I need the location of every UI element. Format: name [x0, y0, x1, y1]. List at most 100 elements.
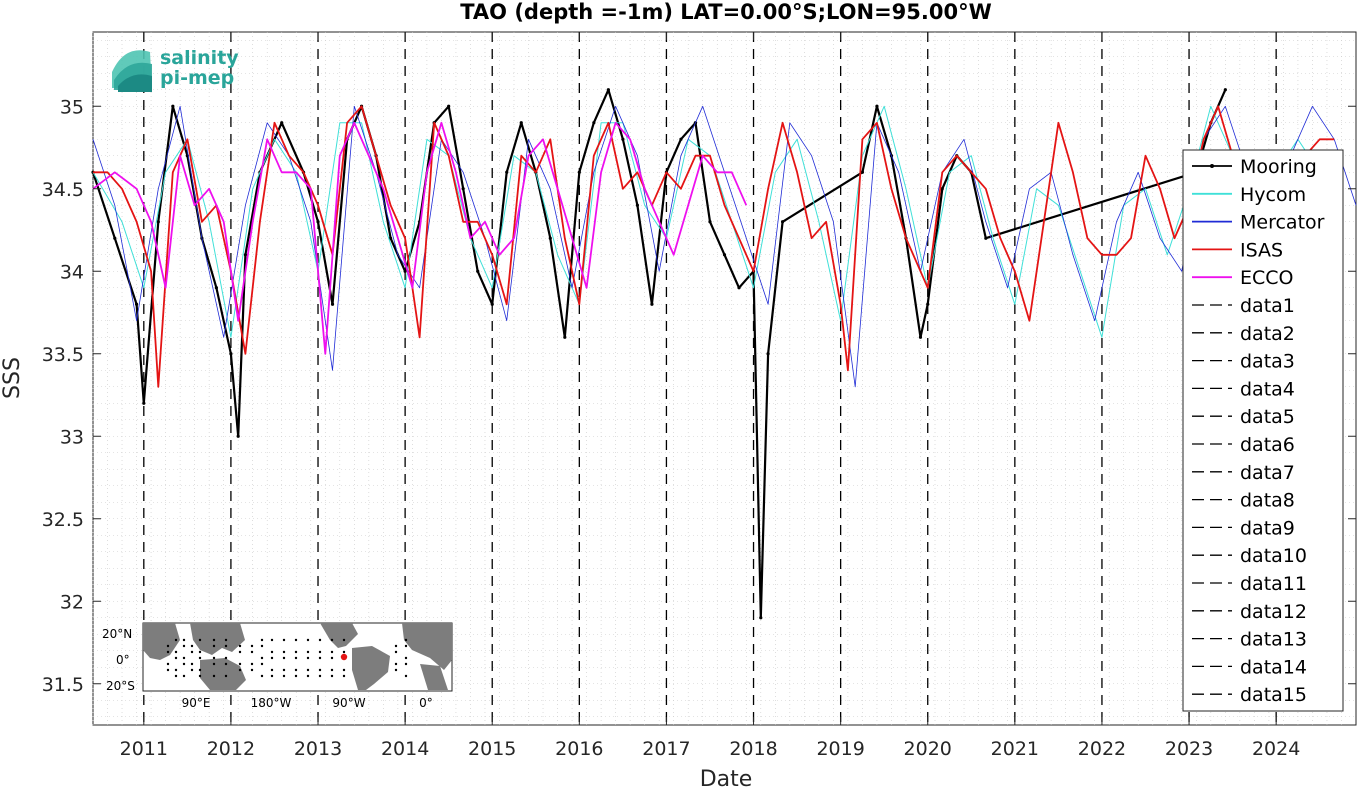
map-buoy-dot [182, 656, 186, 660]
map-buoy-dot [294, 638, 298, 642]
y-tick-label: 34.5 [42, 179, 84, 201]
series-point-mooring [490, 302, 494, 306]
legend-item: data4 [1192, 378, 1295, 400]
x-tick-label: 2020 [904, 738, 952, 760]
map-buoy-dot [190, 662, 194, 666]
legend-swatch-marker [1210, 164, 1214, 168]
series-point-mooring [171, 104, 175, 108]
series-point-mooring [389, 236, 393, 240]
series-point-mooring [860, 170, 865, 174]
legend-item: data2 [1192, 323, 1295, 345]
map-buoy-dot [190, 650, 194, 654]
x-tick-label: 2019 [816, 738, 864, 760]
map-buoy-dot [190, 644, 194, 648]
map-buoy-dot [250, 650, 254, 654]
x-tick-label: 2017 [642, 738, 690, 760]
legend-item: data9 [1192, 517, 1295, 539]
y-tick-label: 31.5 [42, 674, 84, 696]
map-buoy-dot [174, 656, 178, 660]
legend-label: data1 [1240, 295, 1295, 317]
map-buoy-dot [330, 638, 334, 642]
y-axis-label: SSS [0, 357, 25, 399]
map-lon-label-180w: 180°W [251, 696, 292, 710]
map-buoy-dot [250, 668, 254, 672]
map-buoy-dot [282, 656, 286, 660]
legend-label: data14 [1240, 656, 1307, 678]
series-point-mooring [330, 302, 335, 306]
x-tick-label: 2022 [1078, 738, 1126, 760]
legend-item: data5 [1192, 406, 1295, 428]
series-point-mooring [476, 269, 480, 273]
series-point-mooring [142, 401, 146, 405]
legend-item: data15 [1192, 684, 1307, 706]
map-buoy-dot [282, 638, 286, 642]
map-buoy-dot [318, 650, 322, 654]
map-buoy-dot [306, 638, 310, 642]
legend-label: data6 [1240, 434, 1295, 456]
plot-area [92, 31, 1357, 726]
legend-item: data1 [1192, 295, 1295, 317]
map-selected-buoy [340, 653, 348, 661]
map-buoy-dot [342, 674, 346, 678]
map-buoy-dot [224, 674, 228, 678]
series-point-mooring [679, 137, 683, 141]
y-tick-label: 32 [60, 591, 84, 613]
map-buoy-dot [330, 674, 334, 678]
logo-text-pimep: pi-mep [160, 67, 234, 89]
legend-label: ISAS [1240, 239, 1283, 261]
map-buoy-dot [238, 662, 242, 666]
map-buoy-dot [306, 668, 310, 672]
series-point-mooring [592, 121, 596, 125]
map-buoy-dot [260, 638, 264, 642]
map-buoy-dot [212, 674, 216, 678]
map-buoy-dot [238, 650, 242, 654]
map-buoy-dots [166, 638, 408, 678]
legend-item: Hycom [1192, 184, 1306, 206]
map-buoy-dot [198, 638, 202, 642]
y-tick-label: 35 [60, 96, 84, 118]
inset-map: 20°N 0° 20°S 90°E 180°W 90°W 0° [102, 622, 453, 710]
y-tick-label: 32.5 [42, 509, 84, 531]
legend-item: data7 [1192, 462, 1295, 484]
legend-item: data14 [1192, 656, 1307, 678]
map-buoy-dot [330, 668, 334, 672]
x-tick-label: 2011 [120, 738, 168, 760]
map-buoy-dot [238, 668, 242, 672]
legend-item: data11 [1192, 573, 1307, 595]
series-point-mooring [236, 434, 240, 438]
series-point-mooring [113, 236, 117, 240]
map-buoy-dot [260, 674, 264, 678]
legend-item: data13 [1192, 629, 1307, 651]
series-point-mooring [548, 236, 552, 240]
map-buoy-dot [404, 638, 408, 642]
legend-label: Mooring [1240, 156, 1317, 178]
series-point-mooring [1223, 88, 1227, 92]
map-buoy-dot [212, 638, 216, 642]
map-buoy-dot [306, 656, 310, 660]
map-buoy-dot [238, 644, 242, 648]
series-ecco [92, 121, 748, 355]
map-buoy-dot [198, 674, 202, 678]
series-point-mooring [563, 335, 567, 339]
map-buoy-dot [306, 650, 310, 654]
map-buoy-dot [342, 638, 346, 642]
map-buoy-dot [212, 656, 216, 660]
legend-item: Mercator [1192, 212, 1325, 234]
series-point-mooring [766, 352, 770, 356]
series-point-mooring [875, 104, 879, 108]
map-buoy-dot [250, 662, 254, 666]
map-lat-label-20n: 20°N [102, 627, 132, 641]
map-lat-label-0: 0° [116, 653, 130, 667]
map-buoy-dot [250, 644, 254, 648]
y-tick-label: 34 [60, 261, 84, 283]
map-buoy-dot [174, 638, 178, 642]
series-point-mooring [926, 302, 930, 306]
x-tick-label: 2012 [207, 738, 255, 760]
map-buoy-dot [260, 656, 264, 660]
series-isas [93, 105, 1335, 388]
series-point-mooring [650, 302, 654, 306]
logo: salinity pi-mep [112, 47, 239, 92]
legend-label: Hycom [1240, 184, 1306, 206]
y-axis-ticks: 31.5 32 32.5 33 33.5 34 34.5 35 [42, 96, 1356, 696]
map-buoy-dot [282, 674, 286, 678]
